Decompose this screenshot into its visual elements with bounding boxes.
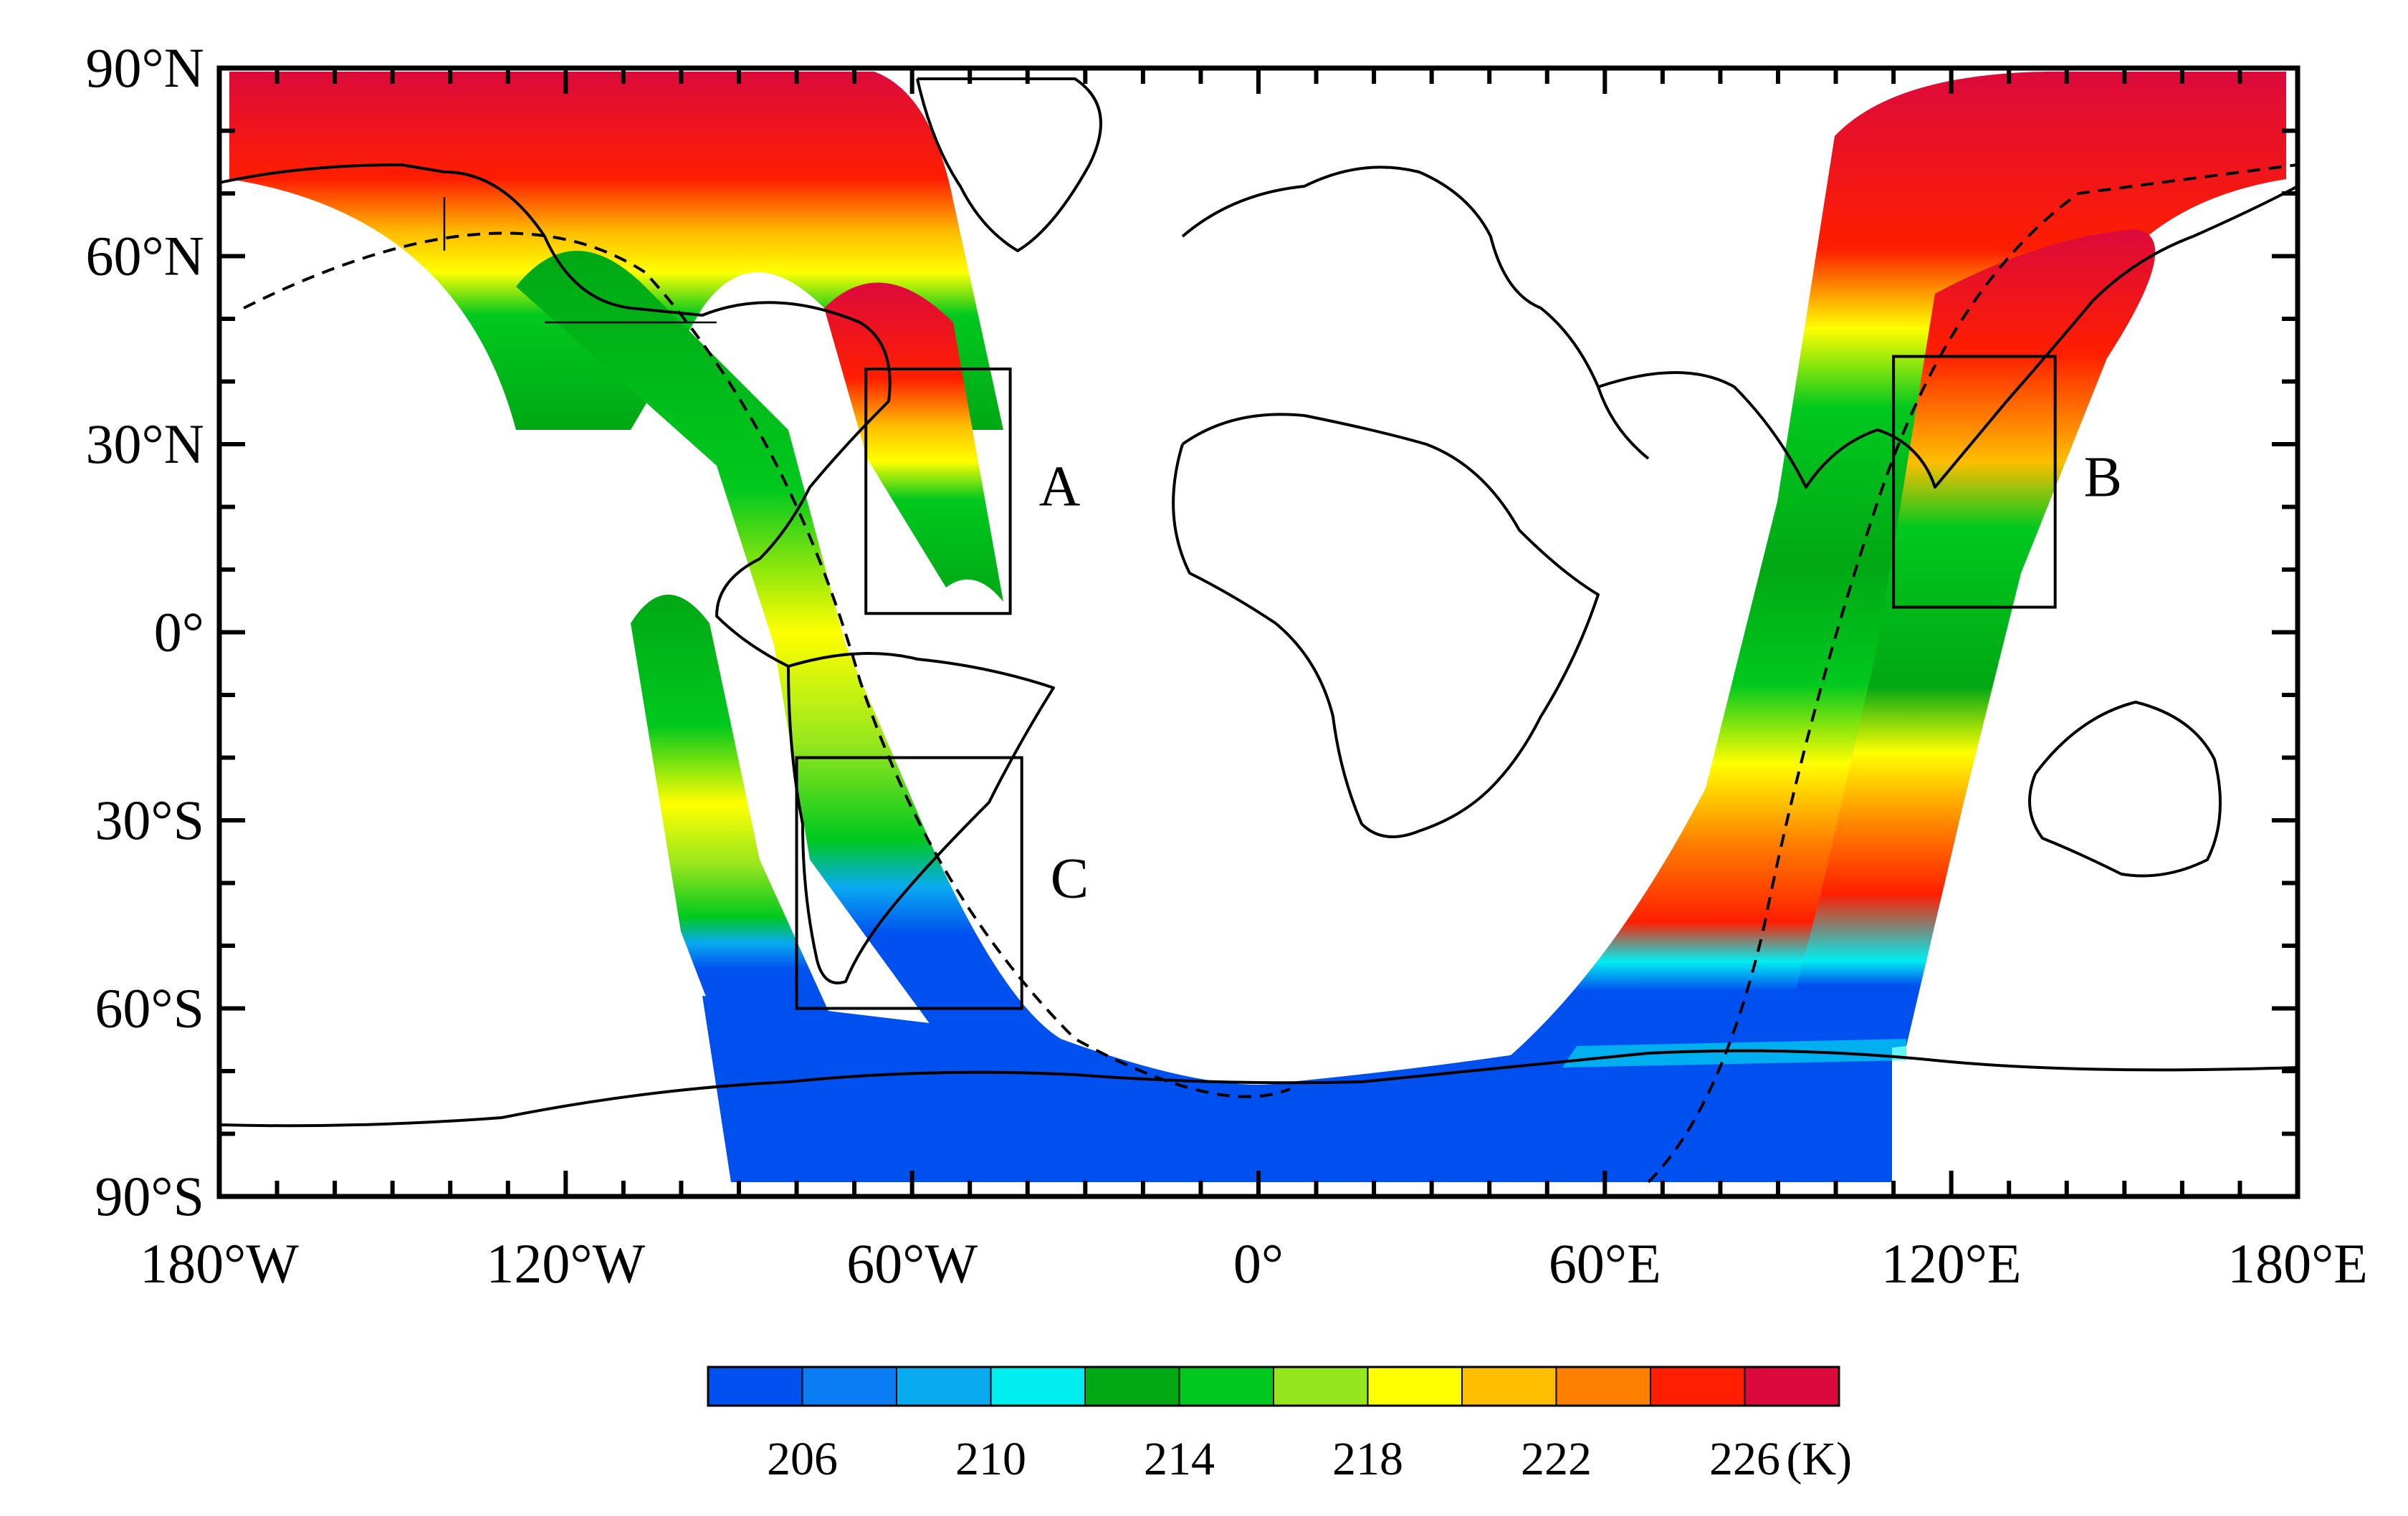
lat-label: 60°S: [95, 977, 204, 1040]
region-box-c: [795, 756, 1023, 1010]
colorbar-tick-label: 218: [1332, 1433, 1403, 1485]
colorbar-tick-label: 206: [767, 1433, 838, 1485]
lat-label: 0°: [154, 601, 204, 663]
colorbar-unit: (K): [1787, 1433, 1853, 1485]
longitude-ticks: 180°W 120°W 60°W 0° 60°E 120°E 180°E: [140, 68, 2368, 1295]
colorbar-swatch: [1555, 1366, 1651, 1406]
orbit-tracks: [243, 163, 2298, 1184]
antarctica-coast: [219, 1049, 2298, 1128]
orbit-track-west: [243, 231, 1291, 1098]
swath-region-a: [824, 282, 1003, 602]
lat-label: 30°S: [95, 789, 204, 851]
europe-coast: [1181, 165, 1650, 460]
lon-label: 0°: [1233, 1232, 1284, 1295]
africa-coast: [1172, 413, 1600, 838]
lon-label: 180°E: [2227, 1232, 2368, 1295]
asia-coast: [1597, 185, 2298, 489]
region-label-b: B: [2084, 446, 2122, 509]
colorbar-swatch: [1178, 1366, 1274, 1406]
colorbar-swatch: [896, 1366, 992, 1406]
south-america-coast: [787, 652, 1055, 984]
lat-label: 60°N: [85, 225, 204, 287]
swath-americas: [516, 251, 1061, 1046]
colorbar-swatch: [801, 1366, 897, 1406]
lat-label: 90°S: [95, 1165, 204, 1227]
region-boxes: A B C: [795, 355, 2122, 1010]
colorbar-frame: [707, 1366, 1840, 1407]
region-label-a: A: [1039, 456, 1081, 519]
swath-polar-north: [229, 72, 1003, 430]
greenland-coast: [916, 77, 1102, 252]
colorbar-tick-label: 210: [955, 1433, 1026, 1485]
lon-label: 180°W: [140, 1232, 299, 1295]
lon-label: 60°E: [1549, 1232, 1661, 1295]
latitude-ticks: 90°N 60°N 30°N 0° 30°S 60°S 90°S: [85, 37, 2298, 1227]
north-america-coast: [219, 163, 892, 668]
colorbar-swatch: [1744, 1366, 1840, 1406]
lon-label: 60°W: [846, 1232, 978, 1295]
swath-pacific: [631, 595, 831, 1030]
colorbar: 206 210 214 218 222 226 (K): [707, 1366, 1853, 1485]
colorbar-tick-label: 226: [1709, 1433, 1780, 1485]
lat-label: 90°N: [85, 37, 204, 99]
map-area: [219, 71, 2298, 1184]
colorbar-swatch: [707, 1366, 803, 1406]
colorbar-swatch: [1367, 1366, 1463, 1406]
lon-label: 120°E: [1881, 1232, 2022, 1295]
region-label-c: C: [1051, 848, 1089, 911]
orbit-track-east: [1647, 163, 2298, 1184]
region-box-b: [1892, 355, 2057, 609]
lat-label: 30°N: [85, 413, 204, 475]
lon-label: 120°W: [486, 1232, 645, 1295]
swath-cyan-stripe: [1562, 1039, 1906, 1068]
colorbar-swatch: [1461, 1366, 1557, 1406]
australia-coast: [2028, 701, 2222, 878]
colorbar-swatch: [1273, 1366, 1369, 1406]
colorbar-tick-label: 222: [1521, 1433, 1592, 1485]
colorbar-swatch: [990, 1366, 1086, 1406]
colorbar-swatch: [1650, 1366, 1746, 1406]
colorbar-tick-label: 214: [1144, 1433, 1215, 1485]
colorbar-swatch: [1084, 1366, 1180, 1406]
swath-eurasia-2: [1777, 229, 2156, 1060]
continent-outlines: [219, 77, 2298, 1128]
region-box-a: [864, 368, 1012, 615]
